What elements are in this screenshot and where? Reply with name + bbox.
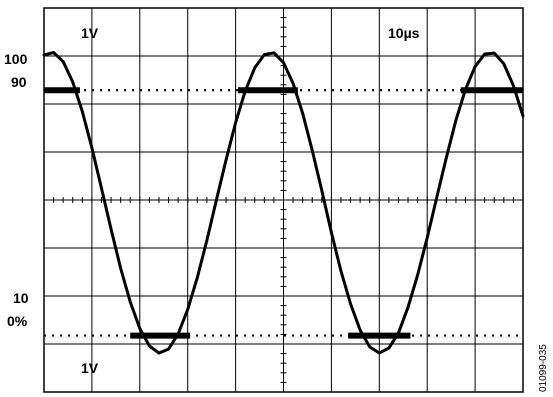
level-label-10: 10 [13,290,29,306]
plot-border [43,7,524,393]
vertical-scale-label-top: 1V [81,25,99,41]
vertical-scale-label-bottom: 1V [81,360,99,376]
level-label-0-percent: 0% [7,313,28,329]
graticule [43,7,524,393]
waveform-trace-group [42,51,525,355]
waveform-trace [42,51,525,355]
time-scale-label: 10µs [388,25,420,41]
figure-code: 01099-035 [538,344,549,392]
level-label-90: 90 [11,74,27,90]
level-label-100: 100 [4,51,28,67]
